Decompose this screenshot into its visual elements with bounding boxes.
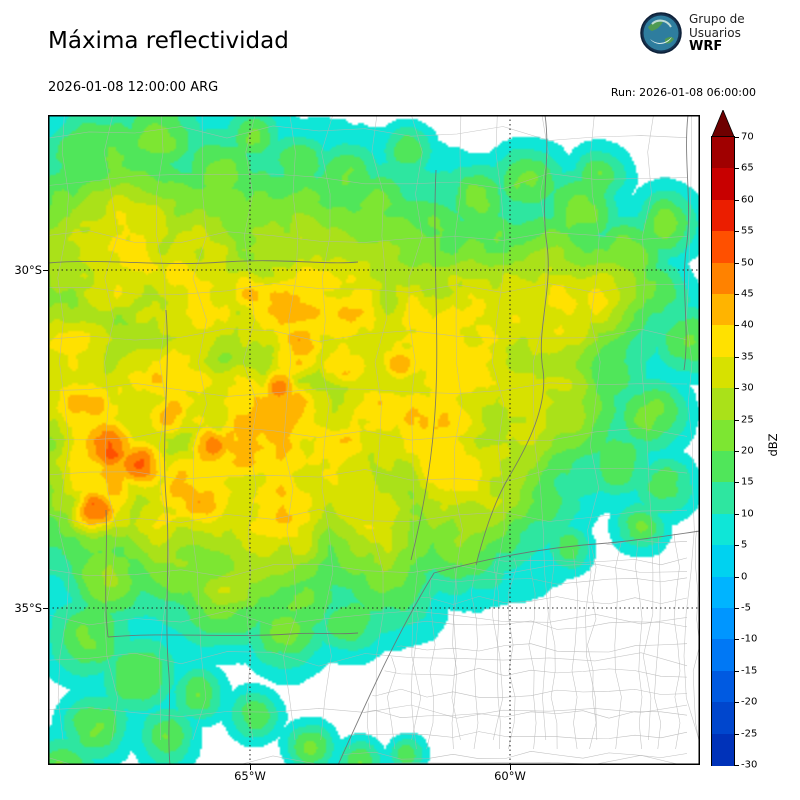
- colorbar-tick-mark: [735, 639, 739, 641]
- gridlines: [48, 115, 700, 765]
- reflectivity-map: [48, 115, 700, 765]
- colorbar-tick-mark: [735, 262, 739, 264]
- colorbar-segment: [712, 670, 734, 703]
- colorbar-segment: [712, 294, 734, 326]
- colorbar-unit-label: dBZ: [766, 433, 780, 457]
- colorbar-tick-label: 45: [741, 288, 754, 300]
- colorbar-tick-mark: [735, 168, 739, 170]
- lat-tick-label: 35°S: [14, 601, 42, 616]
- logo-line-1: Grupo de: [689, 12, 745, 26]
- colorbar-tick-label: 20: [741, 445, 754, 457]
- colorbar-tick-mark: [735, 670, 739, 672]
- colorbar-segment: [712, 262, 734, 295]
- colorbar-tick-label: 25: [741, 414, 754, 426]
- colorbar-tick-label: 0: [741, 571, 748, 583]
- colorbar-segment: [712, 168, 734, 201]
- colorbar-tick-label: 70: [741, 131, 754, 143]
- colorbar-tick-label: -30: [741, 759, 758, 771]
- colorbar-tick-label: -10: [741, 633, 758, 645]
- colorbar-tick-label: 55: [741, 225, 754, 237]
- colorbar-tick-label: 15: [741, 476, 754, 488]
- colorbar-tick-mark: [735, 702, 739, 704]
- colorbar-tick-mark: [735, 356, 739, 358]
- colorbar-segment: [712, 137, 734, 169]
- colorbar-tick-mark: [735, 451, 739, 452]
- colorbar-arrow: [712, 110, 734, 137]
- colorbar-tick-label: -25: [741, 728, 758, 740]
- colorbar-tick-mark: [735, 513, 739, 515]
- colorbar-tick-mark: [735, 294, 739, 295]
- colorbar-tick-label: 30: [741, 382, 754, 394]
- wrf-logo: Grupo de Usuarios WRF: [640, 12, 745, 54]
- county-mesh: [48, 115, 700, 765]
- x-axis-tick: [249, 765, 251, 770]
- map-frame: [48, 115, 700, 765]
- x-axis-tick: [510, 765, 511, 770]
- colorbar-tick-mark: [735, 482, 739, 484]
- logo-line-3: WRF: [689, 39, 723, 54]
- colorbar-segment: [712, 733, 734, 766]
- colorbar-segment: [712, 199, 734, 232]
- colorbar-segment: [712, 451, 734, 483]
- colorbar-tick-mark: [735, 388, 739, 390]
- lon-tick-label: 60°W: [494, 769, 526, 783]
- colorbar-tick-label: -5: [741, 602, 751, 614]
- wrf-globe-icon: [640, 12, 682, 54]
- colorbar-segment: [712, 231, 734, 264]
- colorbar-tick-label: -15: [741, 665, 758, 677]
- colorbar-tick-label: 5: [741, 539, 748, 551]
- colorbar-tick-mark: [735, 199, 739, 201]
- colorbar-tick-label: 50: [741, 257, 754, 269]
- colorbar-tick-label: 40: [741, 319, 754, 331]
- colorbar-tick-mark: [735, 765, 739, 766]
- colorbar-segment: [712, 325, 734, 358]
- colorbar-segment: [712, 702, 734, 735]
- valid-time: 2026-01-08 12:00:00 ARG: [48, 80, 219, 95]
- y-axis-tick: [43, 270, 48, 272]
- map-overlay-svg: [48, 115, 700, 765]
- colorbar-tick-label: 65: [741, 162, 754, 174]
- colorbar-segment: [712, 576, 734, 609]
- colorbar-tick-mark: [735, 733, 739, 735]
- colorbar-tick-mark: [735, 419, 739, 421]
- colorbar-segment: [712, 419, 734, 452]
- colorbar-segment: [712, 545, 734, 578]
- colorbar-tick-mark: [735, 576, 739, 578]
- wrf-logo-text: Grupo de Usuarios WRF: [689, 12, 745, 54]
- colorbar-tick-mark: [735, 325, 739, 327]
- lat-tick-label: 30°S: [14, 263, 42, 278]
- colorbar-tick-mark: [735, 608, 739, 609]
- colorbar-tick-label: -20: [741, 696, 758, 708]
- colorbar: [711, 136, 735, 766]
- colorbar-segment: [712, 388, 734, 421]
- run-time: Run: 2026-01-08 06:00:00: [610, 86, 756, 99]
- colorbar-tick-mark: [735, 137, 739, 138]
- colorbar-segment: [712, 608, 734, 640]
- colorbar-tick-mark: [735, 545, 739, 547]
- colorbar-segment: [712, 356, 734, 389]
- colorbar-tick-label: 10: [741, 508, 754, 520]
- province-borders: [48, 115, 700, 765]
- colorbar-tick-label: 35: [741, 351, 754, 363]
- y-axis-tick: [43, 608, 48, 610]
- colorbar-tick-mark: [735, 231, 739, 233]
- colorbar-segment: [712, 639, 734, 672]
- colorbar-tick-label: 60: [741, 194, 754, 206]
- logo-line-2: Usuarios: [689, 26, 741, 40]
- lon-tick-label: 65°W: [234, 769, 266, 783]
- page-title: Máxima reflectividad: [48, 28, 289, 54]
- colorbar-segment: [712, 513, 734, 546]
- colorbar-segment: [712, 482, 734, 515]
